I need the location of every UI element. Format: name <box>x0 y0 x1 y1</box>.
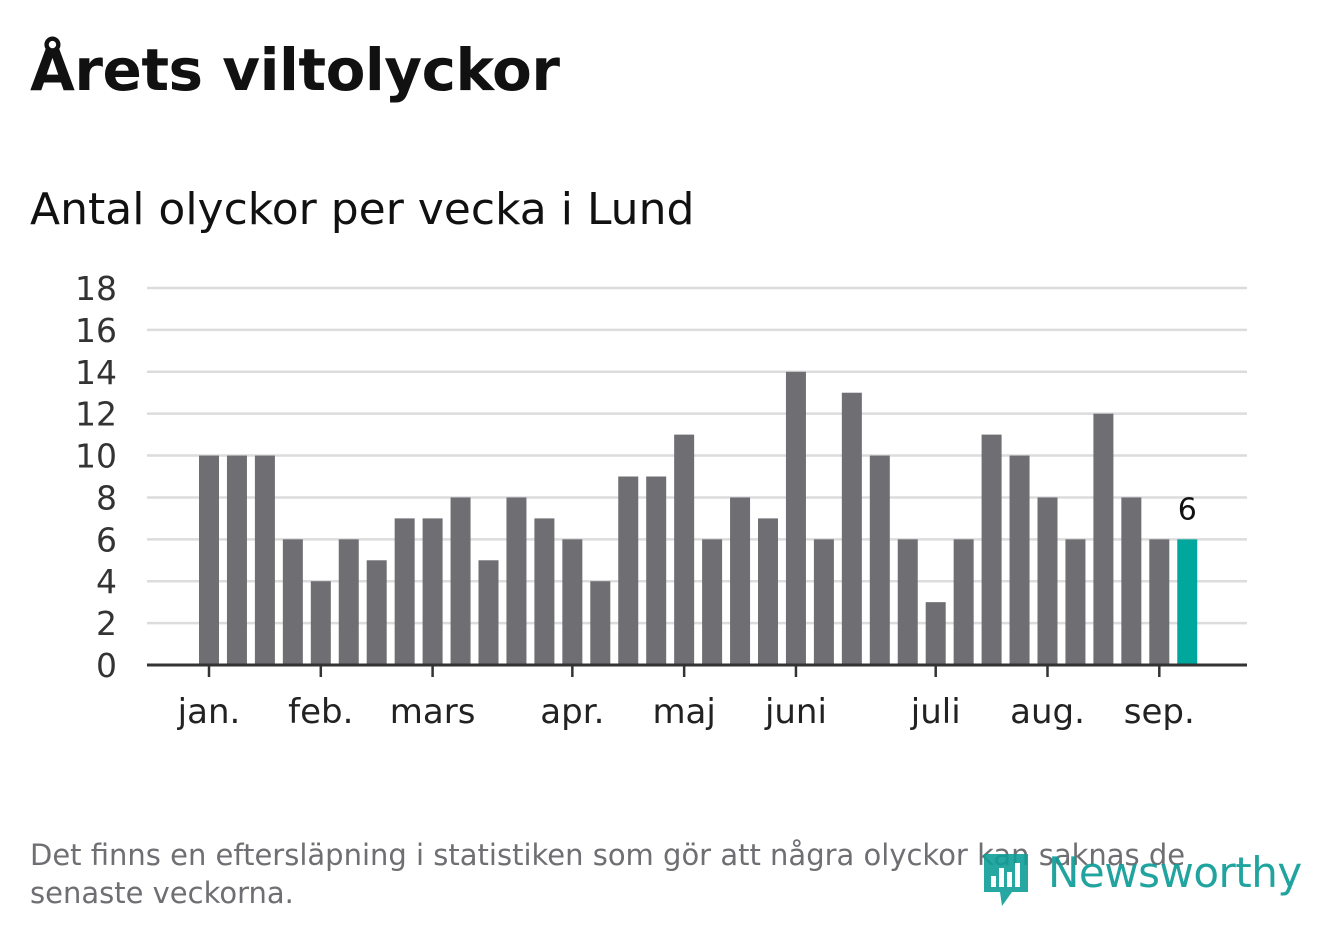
bar <box>869 455 890 665</box>
y-tick-label: 12 <box>75 395 117 434</box>
x-tick-label: aug. <box>1010 692 1085 732</box>
bar <box>1149 539 1170 665</box>
x-tick-label: maj <box>652 692 715 732</box>
bar <box>478 560 499 665</box>
bar <box>646 476 667 665</box>
bar <box>953 539 974 665</box>
x-axis-ticks: jan. feb. mars apr. maj juni juli aug. sep. <box>177 665 1195 732</box>
bar <box>813 539 834 665</box>
bar <box>282 539 303 665</box>
bar <box>925 602 946 665</box>
bar <box>254 455 275 665</box>
bar <box>730 497 751 665</box>
y-tick-label: 16 <box>75 311 117 350</box>
y-tick-label: 8 <box>96 478 117 517</box>
bar <box>1121 497 1142 665</box>
data-label: 6 <box>1178 492 1197 527</box>
y-tick-label: 2 <box>96 604 117 643</box>
newsworthy-logo[interactable]: Newsworthy <box>980 848 1302 910</box>
bar <box>1065 539 1086 665</box>
bar <box>422 518 443 665</box>
bars <box>199 371 1198 665</box>
data-labels: 6 <box>1178 492 1197 527</box>
chart-title: Årets viltolyckor <box>30 36 560 104</box>
gridlines <box>147 286 1247 625</box>
bar <box>590 581 611 665</box>
bar <box>674 434 695 665</box>
y-tick-label: 6 <box>96 520 117 559</box>
x-tick-label: sep. <box>1124 692 1195 732</box>
y-tick-label: 14 <box>75 353 117 392</box>
bar <box>338 539 359 665</box>
x-tick-label: feb. <box>288 692 353 732</box>
bar <box>897 539 918 665</box>
bar <box>506 497 527 665</box>
bar-chart-pin-icon <box>984 854 1028 906</box>
bar-highlighted <box>1177 539 1198 665</box>
bar <box>226 455 247 665</box>
bar <box>310 581 331 665</box>
bar <box>450 497 471 665</box>
bar <box>618 476 639 665</box>
x-tick-label: mars <box>390 692 476 732</box>
x-tick-label: jan. <box>177 692 241 732</box>
y-tick-label: 18 <box>75 269 117 308</box>
bar <box>534 518 555 665</box>
bar <box>562 539 583 665</box>
bar <box>785 371 806 665</box>
bar <box>841 392 862 665</box>
x-tick-label: juni <box>764 692 827 732</box>
y-tick-label: 10 <box>75 437 117 476</box>
bar <box>199 455 219 665</box>
bar <box>366 560 387 665</box>
bar <box>1037 497 1058 665</box>
y-tick-label: 0 <box>96 646 117 685</box>
bar <box>1009 455 1030 665</box>
logo-text: Newsworthy <box>1048 848 1302 897</box>
bar <box>981 434 1002 665</box>
x-tick-label: apr. <box>540 692 604 732</box>
bar <box>1093 413 1114 665</box>
bar <box>702 539 723 665</box>
bar <box>758 518 778 665</box>
chart-subtitle: Antal olyckor per vecka i Lund <box>30 184 695 235</box>
bar <box>394 518 415 665</box>
y-tick-label: 4 <box>96 562 117 601</box>
x-tick-label: juli <box>910 692 961 732</box>
